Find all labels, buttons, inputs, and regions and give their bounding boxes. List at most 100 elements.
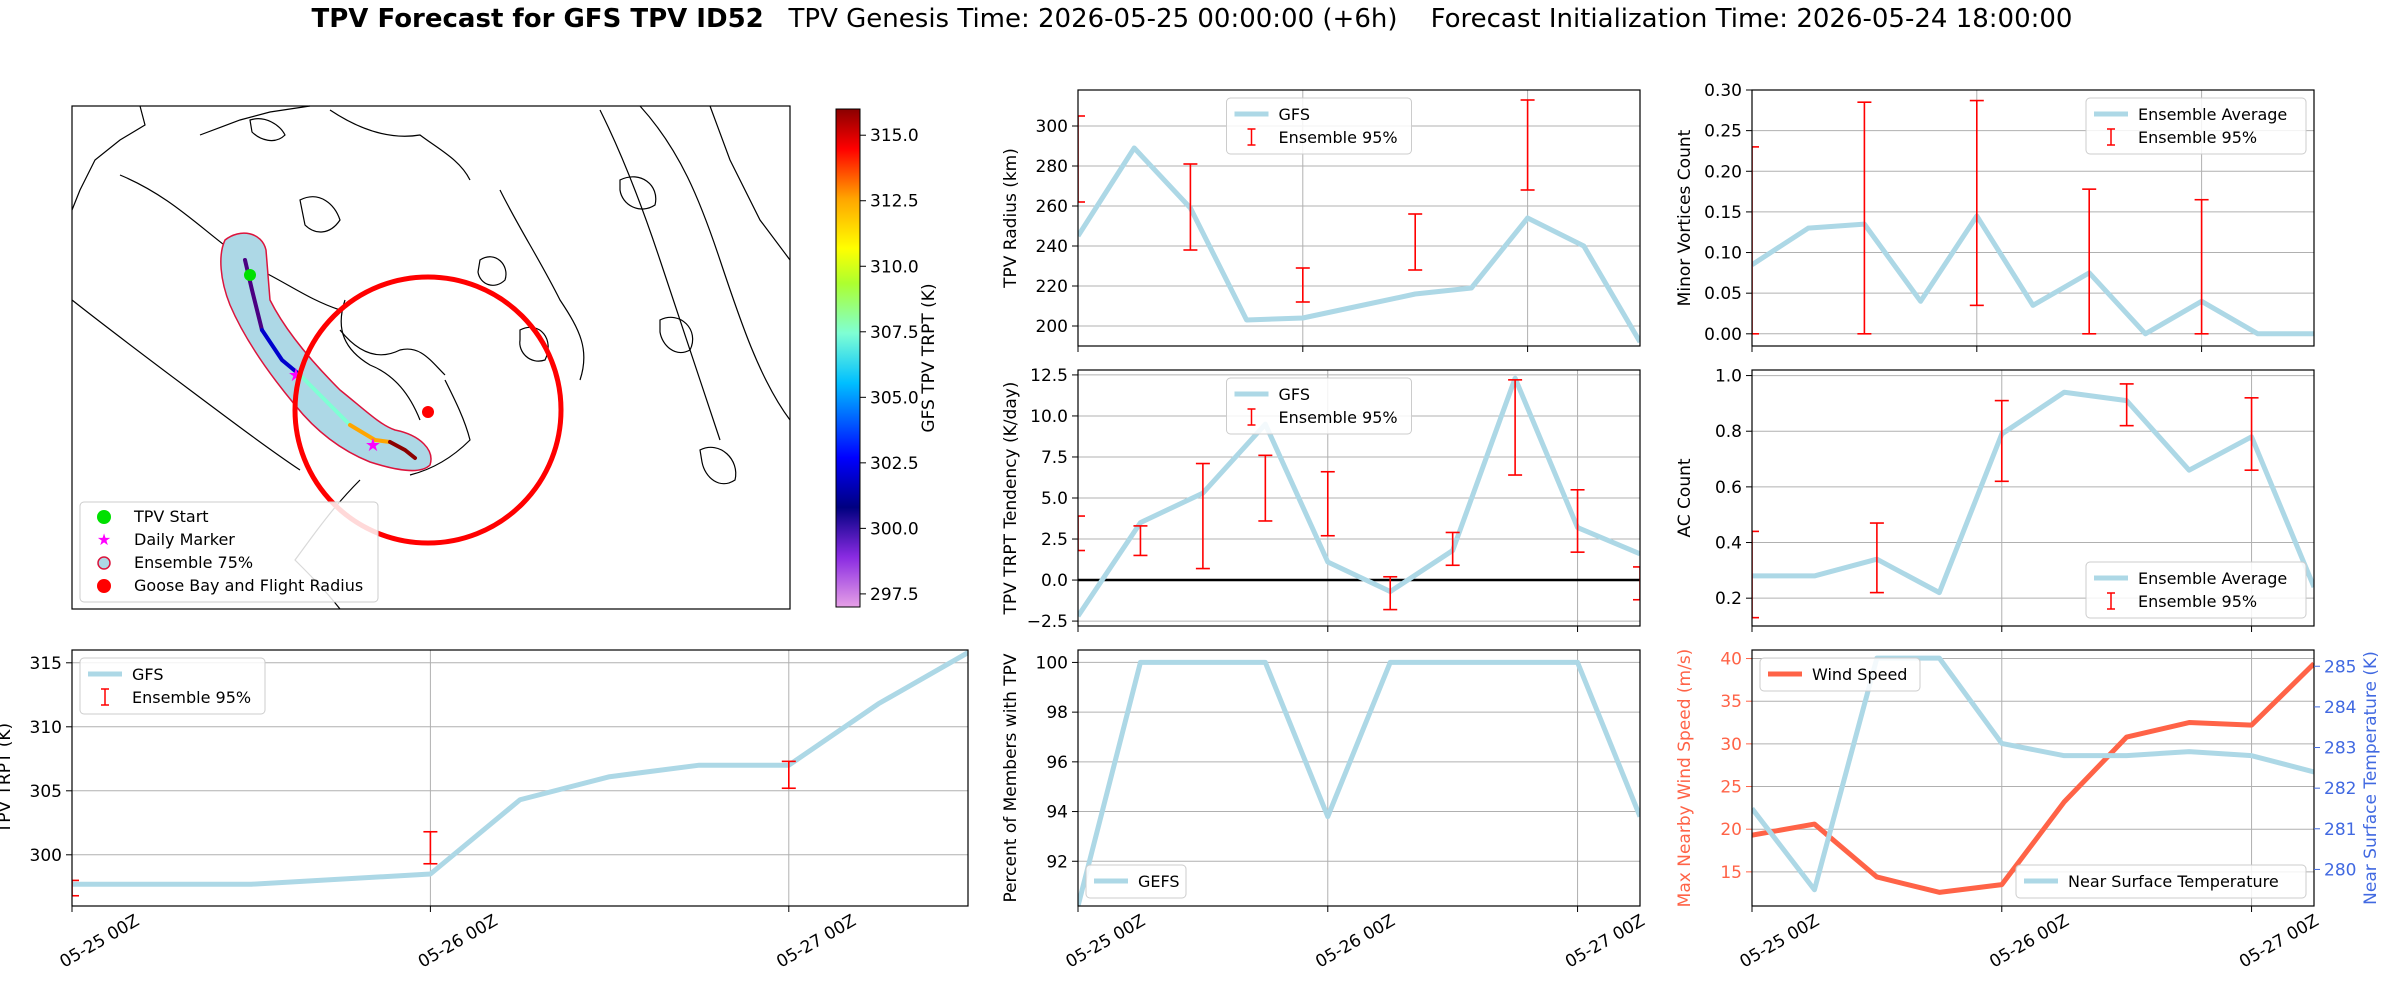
errorbar (1320, 470, 1335, 537)
y-tick-label: 25 (1720, 778, 1742, 798)
map-coastlines (71, 105, 791, 610)
y-axis-label: Max Nearby Wind Speed (m/s) (1675, 649, 1695, 908)
legend-label: Ensemble 95% (1279, 128, 1398, 147)
axes-frame (71, 649, 969, 907)
y-tick-label: 0.4 (1715, 534, 1742, 554)
y-tick-label: 300 (1036, 117, 1068, 137)
chart-legend: GFS Ensemble 95% (1226, 377, 1412, 435)
x-tick-label: 05-25 00Z (1737, 911, 1823, 972)
legend-label: Ensemble Average (2138, 105, 2287, 124)
plot-area (1752, 383, 2314, 619)
y-tick-label: 7.5 (1041, 448, 1068, 468)
errorbar (1133, 525, 1148, 557)
y2-axis-label: Near Surface Temperature (K) (2361, 651, 2381, 905)
genesis-time: TPV Genesis Time: 2026-05-25 00:00:00 (+… (788, 4, 1398, 34)
tpv-start-marker (244, 269, 256, 281)
legend-label: GEFS (1138, 872, 1180, 891)
legend-lightblue-circle-icon (97, 556, 111, 570)
errorbar (1183, 163, 1198, 251)
chart-legend-box (1226, 97, 1412, 155)
y-axis-label: TPV TRPT (K) (0, 723, 15, 834)
errorbar (1295, 267, 1310, 303)
y2-tick-label: 283 (2324, 739, 2356, 759)
errorbar (2194, 198, 2209, 335)
x-tick-label: 05-25 00Z (57, 911, 143, 972)
chart-tendency: −2.5 0.0 2.5 5.0 7.5 10.0 12.5 TPV TRPT Tendenc… (1001, 366, 1641, 632)
chart-legend-box (79, 657, 266, 715)
colorbar-tick-label: 315.0 (870, 126, 919, 146)
chart-radius: 200 220 240 260 280 300 TPV Radius (km) GFS Ense… (1001, 89, 1641, 352)
y-tick-label: 15 (1720, 863, 1742, 883)
y-tick-label: 305 (30, 782, 62, 802)
errorbar (1520, 99, 1535, 191)
y-tick-label: 96 (1046, 753, 1068, 773)
y2-tick-label: 284 (2324, 698, 2356, 718)
colorbar-tick-label: 305.0 (870, 388, 919, 408)
legend-label: GFS (1279, 105, 1310, 124)
y-tick-label: 300 (30, 846, 62, 866)
y-axis-label: TPV TRPT Tendency (K/day) (1001, 382, 1021, 616)
errorbar (1383, 575, 1398, 611)
colorbar-tick-label: 312.5 (870, 192, 919, 212)
legend-label: Ensemble 95% (132, 688, 251, 707)
legend-green-circle-icon (97, 510, 111, 524)
y-tick-label: 0.00 (1704, 325, 1742, 345)
goose-bay-marker (422, 406, 434, 418)
errorbar (2244, 397, 2259, 471)
y-tick-label: 0.20 (1704, 162, 1742, 182)
axes-frame (1077, 369, 1641, 627)
legend-label: Wind Speed (1812, 665, 1907, 684)
map-legend-box (79, 501, 379, 603)
errorbar (1499, 700, 1513, 729)
y-tick-label: 2.5 (1041, 530, 1068, 550)
y-tick-label: 0.8 (1715, 422, 1742, 442)
y-tick-label: 98 (1046, 703, 1068, 723)
errorbar (781, 760, 796, 790)
y-tick-label: 0.2 (1715, 589, 1742, 609)
ensemble-75-envelope (220, 232, 432, 472)
axes-frame (1077, 89, 1641, 347)
errorbar (1408, 213, 1423, 271)
y-tick-label: 1.0 (1715, 367, 1742, 387)
chart-legend: Near Surface Temperature (2015, 864, 2307, 899)
legend-label: GFS (1279, 385, 1310, 404)
errorbar (1078, 115, 1085, 203)
legend-label: Ensemble 95% (2138, 592, 2257, 611)
colorbar-label: GFS TPV TRPT (K) (919, 283, 939, 432)
chart-legend-box (1759, 657, 1921, 692)
chart-legend-box (1226, 377, 1412, 435)
y-tick-label: 0.6 (1715, 478, 1742, 498)
y-tick-label: 92 (1046, 852, 1068, 872)
errorbar (1752, 146, 1759, 335)
legend-red-circle-icon (97, 579, 111, 593)
chart-percent: 92 94 96 98 100 05-25 00Z 05-26 00Z 05-27 00Z Pe… (1001, 649, 1648, 972)
errorbar (1633, 566, 1640, 601)
y-axis-label: Minor Vortices Count (1675, 129, 1695, 306)
y-tick-label: 240 (1036, 237, 1068, 257)
init-time: Forecast Initialization Time: 2026-05-24… (1430, 4, 2073, 34)
colorbar-tick-label: 307.5 (870, 323, 919, 343)
figure-title: TPV Forecast for GFS TPV ID52 TPV Genesi… (0, 4, 2384, 34)
x-tick-label: 05-25 00Z (1063, 911, 1149, 972)
chart-legend-box (2015, 864, 2307, 899)
series-line-wind-speed (1752, 661, 2314, 895)
plot-area (1078, 659, 1640, 906)
map-panel: ★ ★ TPV Start ★ Daily Marker Ensemble 75… (71, 105, 939, 610)
y-tick-label: 315 (30, 654, 62, 674)
errorbar (1570, 488, 1585, 553)
series-line-gfs (1078, 375, 1640, 618)
chart-legend: GFS Ensemble 95% (79, 657, 266, 715)
y-tick-label: 100 (1036, 653, 1068, 673)
y-tick-label: 310 (30, 718, 62, 738)
series-line-gfs (1078, 145, 1640, 344)
series-line-ensemble-average (1752, 213, 2314, 337)
errorbar (1195, 462, 1210, 570)
x-tick-label: 05-27 00Z (1562, 911, 1648, 972)
errorbar (1140, 755, 1154, 781)
y-tick-label: 260 (1036, 197, 1068, 217)
x-tick-label: 05-26 00Z (1986, 911, 2072, 972)
colorbar-tick-label: 297.5 (870, 585, 919, 605)
map-legend-label: Ensemble 75% (134, 553, 253, 572)
y-tick-label: 220 (1036, 277, 1068, 297)
y-tick-label: 0.25 (1704, 122, 1742, 142)
